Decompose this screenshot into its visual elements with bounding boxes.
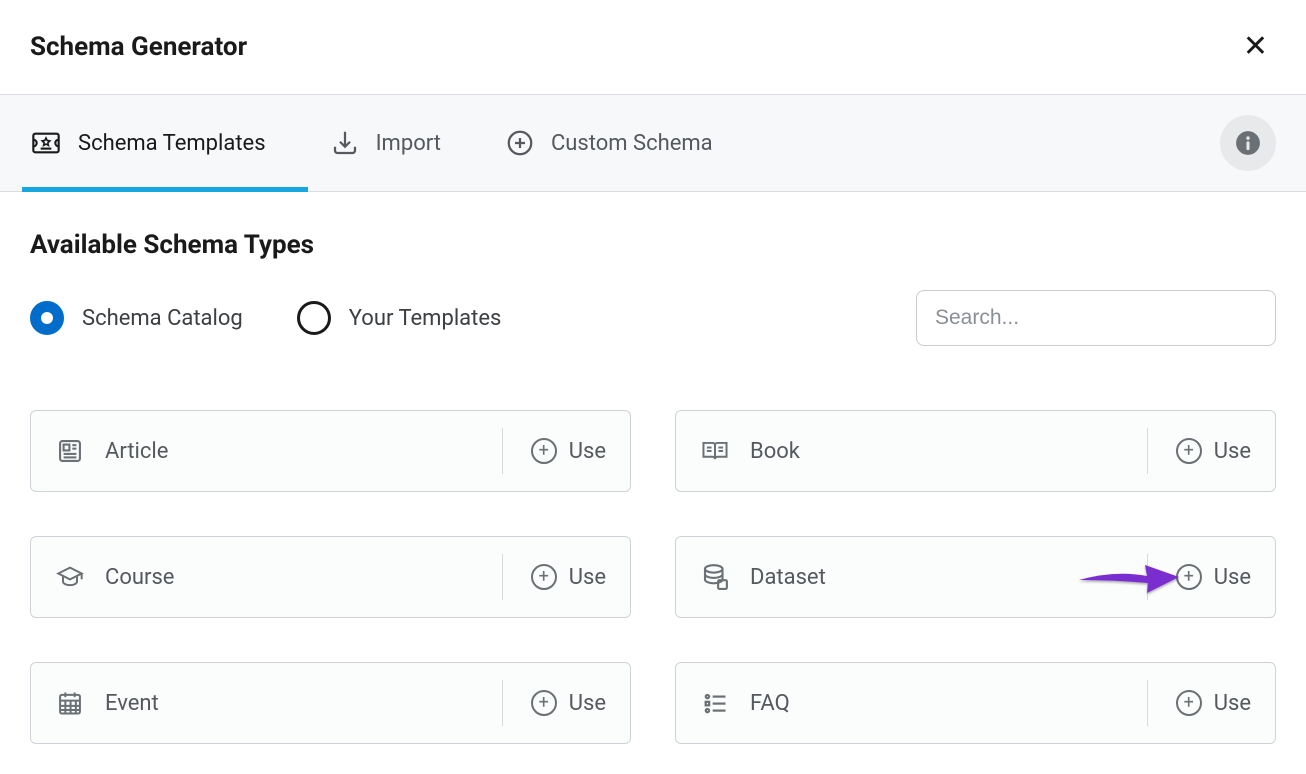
section-title: Available Schema Types <box>30 230 1276 260</box>
import-icon <box>330 128 360 158</box>
filter-row: Schema Catalog Your Templates <box>30 290 1276 346</box>
use-button[interactable]: + Use <box>502 680 606 726</box>
calendar-icon <box>55 688 85 718</box>
card-title: Book <box>750 439 800 464</box>
use-label: Use <box>569 691 606 716</box>
card-left: FAQ <box>700 688 790 718</box>
search-wrap <box>916 290 1276 346</box>
plus-circle-icon: + <box>1176 690 1202 716</box>
card-left: Dataset <box>700 562 826 592</box>
use-button[interactable]: + Use <box>502 428 606 474</box>
graduation-cap-icon <box>55 562 85 592</box>
plus-circle-icon: + <box>531 564 557 590</box>
schema-card-course[interactable]: Course + Use <box>30 536 631 618</box>
use-button[interactable]: + Use <box>1147 680 1251 726</box>
book-icon <box>700 436 730 466</box>
info-icon <box>1235 130 1261 156</box>
schema-card-dataset[interactable]: Dataset + Use <box>675 536 1276 618</box>
use-label: Use <box>1214 691 1251 716</box>
page-title: Schema Generator <box>30 32 247 62</box>
card-title: FAQ <box>750 691 790 716</box>
tab-label: Custom Schema <box>551 131 713 156</box>
close-icon: ✕ <box>1243 29 1268 64</box>
schema-card-event[interactable]: Event + Use <box>30 662 631 744</box>
plus-circle-icon <box>505 128 535 158</box>
plus-circle-icon: + <box>1176 438 1202 464</box>
list-icon <box>700 688 730 718</box>
database-icon <box>700 562 730 592</box>
schema-grid: Article + Use <box>30 410 1276 744</box>
tab-label: Import <box>376 131 441 156</box>
search-input[interactable] <box>916 290 1276 346</box>
header: Schema Generator ✕ <box>0 0 1306 94</box>
schema-card-faq[interactable]: FAQ + Use <box>675 662 1276 744</box>
ticket-star-icon <box>30 127 62 159</box>
plus-circle-icon: + <box>1176 564 1202 590</box>
article-icon <box>55 436 85 466</box>
radio-unselected-icon <box>297 301 331 335</box>
card-title: Event <box>105 691 159 716</box>
card-left: Course <box>55 562 174 592</box>
card-left: Article <box>55 436 168 466</box>
plus-circle-icon: + <box>531 438 557 464</box>
use-label: Use <box>1214 565 1251 590</box>
use-button[interactable]: + Use <box>1147 554 1251 600</box>
use-label: Use <box>1214 439 1251 464</box>
schema-card-book[interactable]: Book + Use <box>675 410 1276 492</box>
radio-your-templates[interactable]: Your Templates <box>297 301 502 335</box>
radio-label: Your Templates <box>349 306 502 331</box>
tab-import[interactable]: Import <box>330 95 475 191</box>
content: Available Schema Types Schema Catalog Yo… <box>0 192 1306 774</box>
card-title: Course <box>105 565 174 590</box>
tab-label: Schema Templates <box>78 131 266 156</box>
card-left: Book <box>700 436 800 466</box>
use-label: Use <box>569 439 606 464</box>
use-button[interactable]: + Use <box>502 554 606 600</box>
radio-label: Schema Catalog <box>82 306 243 331</box>
radio-schema-catalog[interactable]: Schema Catalog <box>30 301 243 335</box>
info-button[interactable] <box>1220 115 1276 171</box>
plus-circle-icon: + <box>531 690 557 716</box>
close-button[interactable]: ✕ <box>1235 28 1276 66</box>
card-title: Article <box>105 439 168 464</box>
schema-card-article[interactable]: Article + Use <box>30 410 631 492</box>
tab-bar: Schema Templates Import Custom Schema <box>0 94 1306 192</box>
tab-schema-templates[interactable]: Schema Templates <box>30 95 300 191</box>
radio-group: Schema Catalog Your Templates <box>30 301 501 335</box>
use-button[interactable]: + Use <box>1147 428 1251 474</box>
card-left: Event <box>55 688 159 718</box>
tab-custom-schema[interactable]: Custom Schema <box>505 95 747 191</box>
use-label: Use <box>569 565 606 590</box>
card-title: Dataset <box>750 565 826 590</box>
radio-selected-icon <box>30 301 64 335</box>
